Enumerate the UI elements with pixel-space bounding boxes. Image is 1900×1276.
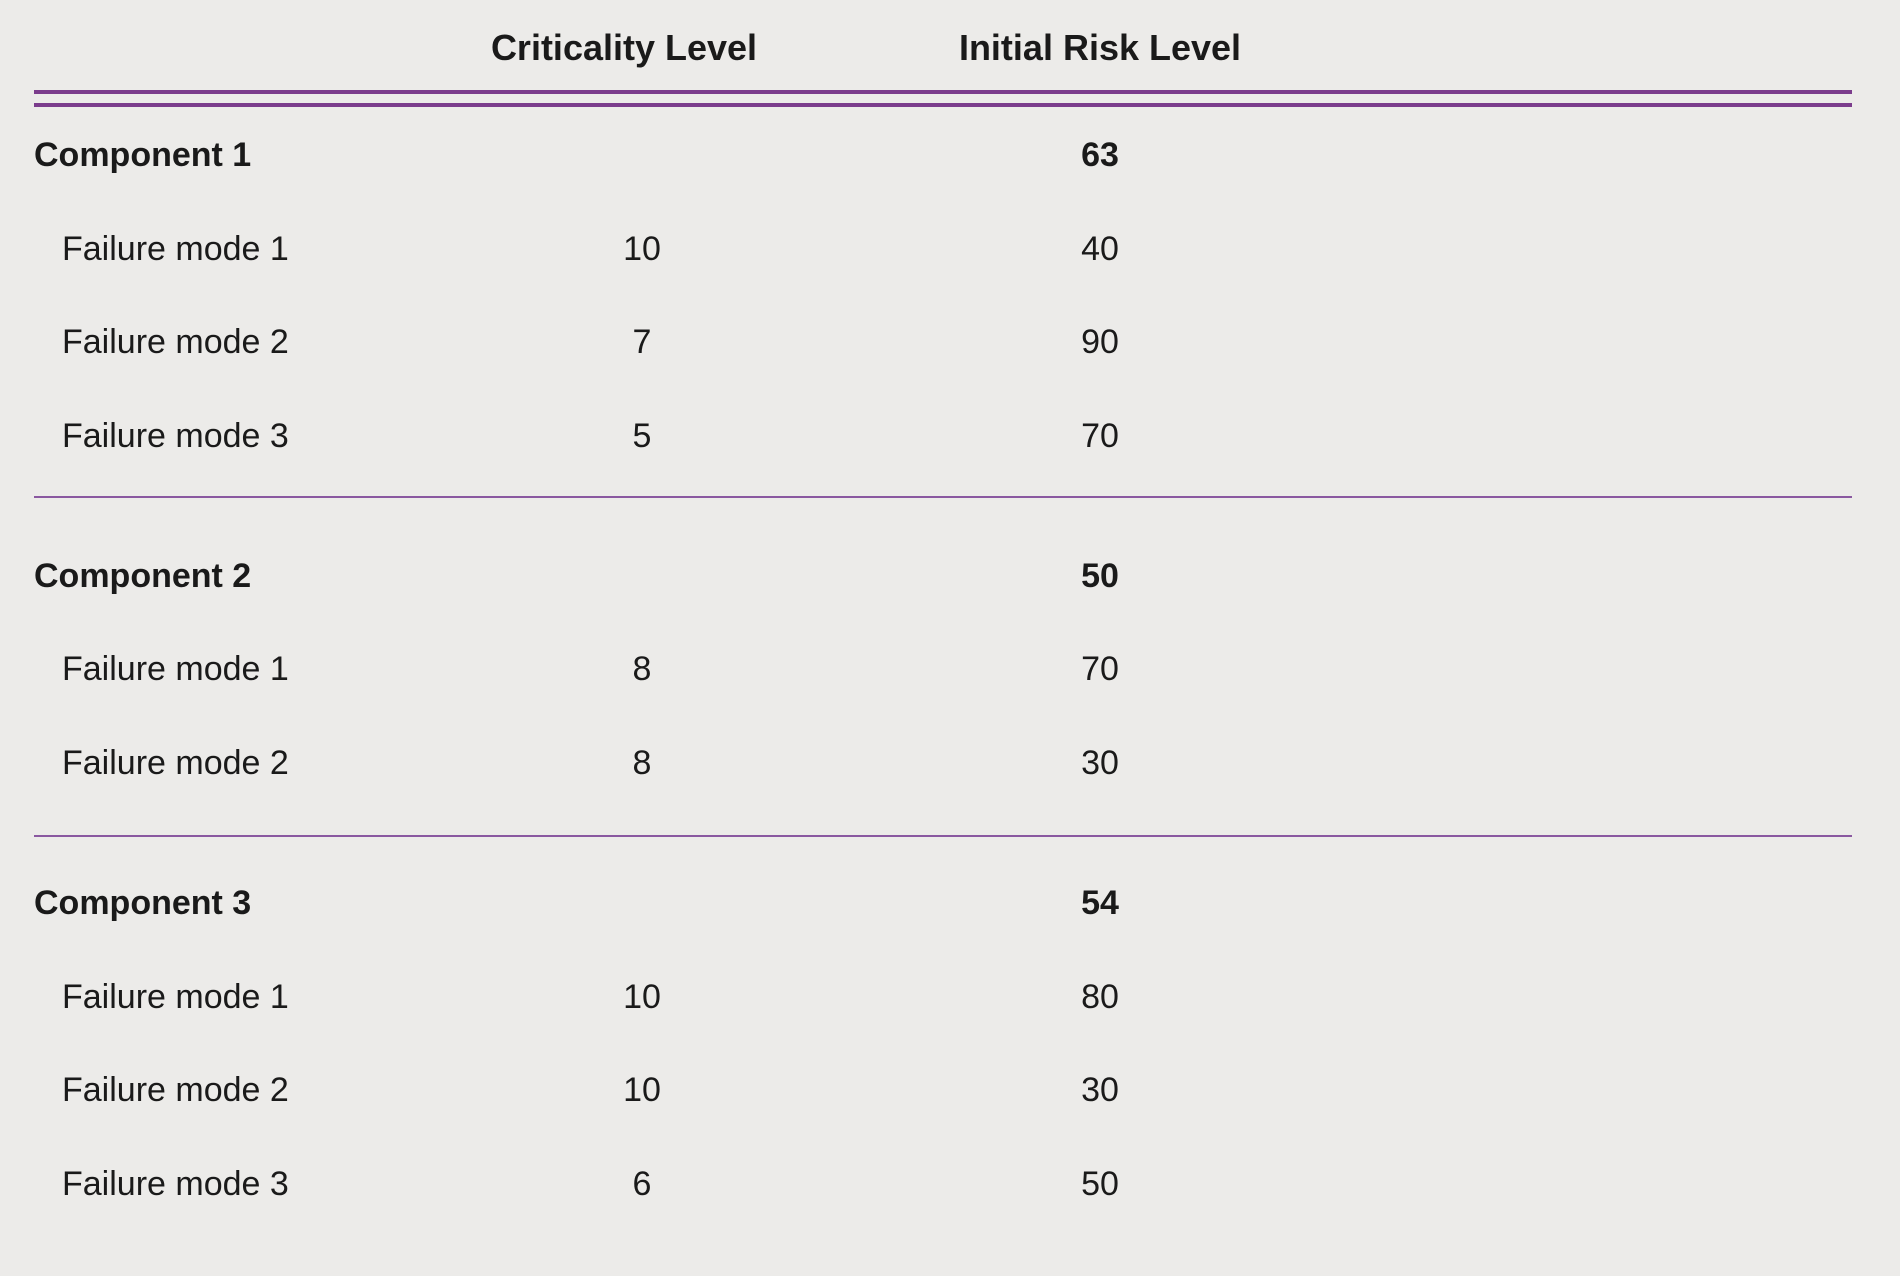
header-divider-top bbox=[34, 90, 1852, 94]
failure-mode-name: Failure mode 1 bbox=[62, 230, 289, 268]
failure-mode-risk: 30 bbox=[1081, 1071, 1119, 1109]
failure-mode-name: Failure mode 3 bbox=[62, 1165, 289, 1203]
component-row: Component 2 50 bbox=[0, 552, 1900, 600]
failure-mode-name: Failure mode 2 bbox=[62, 744, 289, 782]
failure-mode-row: Failure mode 2 7 90 bbox=[0, 318, 1900, 366]
header-divider-bottom bbox=[34, 103, 1852, 107]
failure-mode-criticality: 5 bbox=[632, 417, 652, 455]
failure-mode-criticality: 6 bbox=[632, 1165, 652, 1203]
failure-mode-risk: 80 bbox=[1081, 978, 1119, 1016]
section-divider bbox=[34, 835, 1852, 837]
failure-mode-name: Failure mode 2 bbox=[62, 323, 289, 361]
header-initial-risk-level: Initial Risk Level bbox=[958, 27, 1242, 68]
component-name: Component 3 bbox=[34, 884, 252, 922]
failure-mode-risk: 70 bbox=[1081, 650, 1119, 688]
header-criticality-level: Criticality Level bbox=[490, 27, 758, 68]
failure-mode-row: Failure mode 2 10 30 bbox=[0, 1066, 1900, 1114]
failure-mode-risk: 50 bbox=[1081, 1165, 1119, 1203]
failure-mode-criticality: 8 bbox=[632, 744, 652, 782]
failure-mode-name: Failure mode 1 bbox=[62, 650, 289, 688]
failure-mode-row: Failure mode 2 8 30 bbox=[0, 739, 1900, 787]
failure-mode-risk: 90 bbox=[1081, 323, 1119, 361]
table-header: Criticality Level Initial Risk Level bbox=[0, 0, 1900, 92]
section-divider bbox=[34, 496, 1852, 498]
failure-mode-row: Failure mode 3 5 70 bbox=[0, 412, 1900, 460]
failure-mode-name: Failure mode 3 bbox=[62, 417, 289, 455]
component-risk: 50 bbox=[1081, 557, 1119, 595]
component-row: Component 3 54 bbox=[0, 879, 1900, 927]
component-risk: 54 bbox=[1081, 884, 1119, 922]
failure-mode-name: Failure mode 1 bbox=[62, 978, 289, 1016]
component-row: Component 1 63 bbox=[0, 131, 1900, 179]
component-name: Component 1 bbox=[34, 136, 252, 174]
failure-mode-row: Failure mode 1 8 70 bbox=[0, 645, 1900, 693]
failure-mode-row: Failure mode 1 10 40 bbox=[0, 225, 1900, 273]
failure-mode-risk: 40 bbox=[1081, 230, 1119, 268]
failure-mode-criticality: 10 bbox=[623, 1071, 661, 1109]
component-risk: 63 bbox=[1081, 136, 1119, 174]
failure-mode-criticality: 8 bbox=[632, 650, 652, 688]
failure-mode-risk: 70 bbox=[1081, 417, 1119, 455]
failure-mode-criticality: 7 bbox=[632, 323, 652, 361]
component-name: Component 2 bbox=[34, 557, 252, 595]
failure-mode-name: Failure mode 2 bbox=[62, 1071, 289, 1109]
failure-mode-row: Failure mode 1 10 80 bbox=[0, 973, 1900, 1021]
failure-mode-row: Failure mode 3 6 50 bbox=[0, 1160, 1900, 1208]
failure-mode-risk: 30 bbox=[1081, 744, 1119, 782]
failure-mode-criticality: 10 bbox=[623, 978, 661, 1016]
failure-mode-criticality: 10 bbox=[623, 230, 661, 268]
